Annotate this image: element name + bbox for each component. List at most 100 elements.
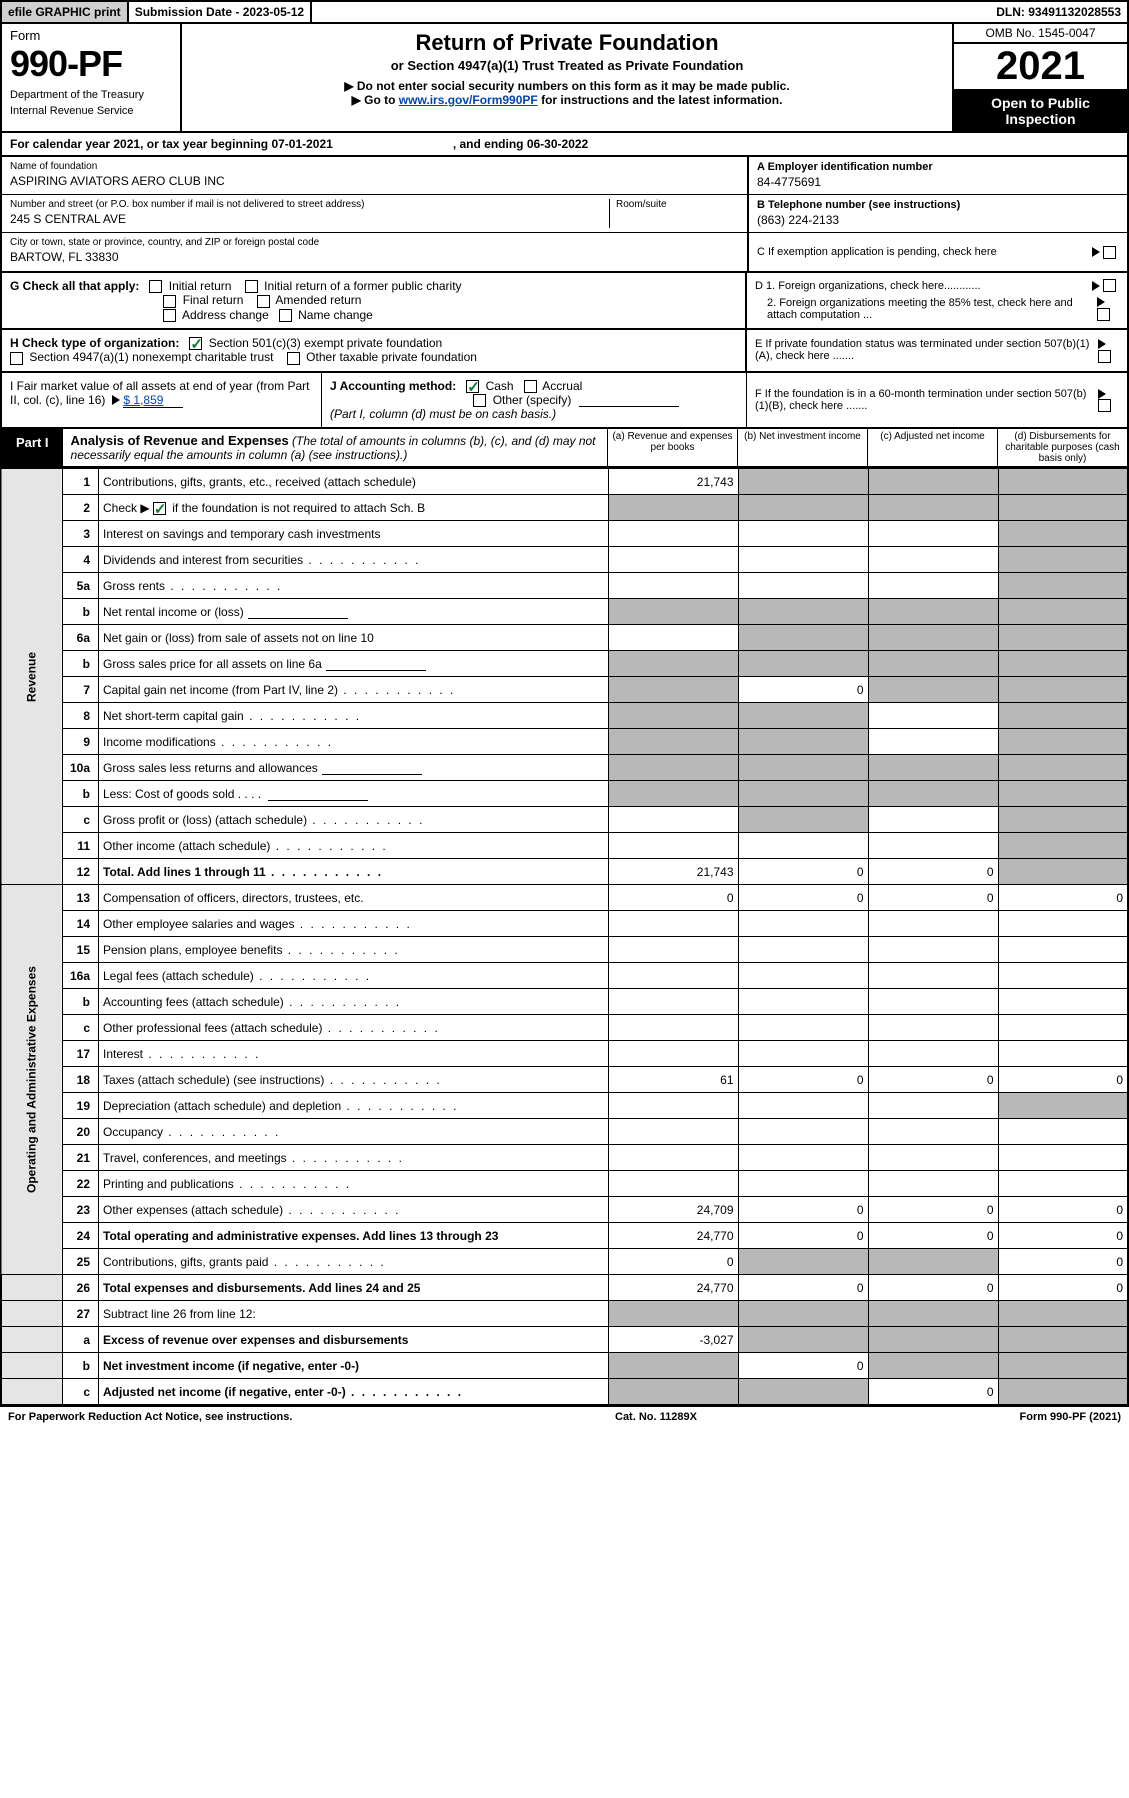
footer-left: For Paperwork Reduction Act Notice, see … [8, 1411, 292, 1423]
table-row: 11Other income (attach schedule) [1, 833, 1128, 859]
r12-b: 0 [738, 859, 868, 885]
part1-title: Analysis of Revenue and Expenses (The to… [63, 429, 607, 466]
arrow-icon [1098, 389, 1106, 399]
table-row: Operating and Administrative Expenses 13… [1, 885, 1128, 911]
form-subtitle: or Section 4947(a)(1) Trust Treated as P… [188, 58, 946, 73]
table-row: 22Printing and publications [1, 1171, 1128, 1197]
section-i-j-f: I Fair market value of all assets at end… [0, 373, 1129, 430]
checkbox-e[interactable] [1098, 350, 1111, 363]
h-label: H Check type of organization: [10, 336, 179, 350]
arrow-icon [1092, 281, 1100, 291]
checkbox-sch-b[interactable] [153, 502, 166, 515]
table-row: 3Interest on savings and temporary cash … [1, 521, 1128, 547]
table-row: 5aGross rents [1, 573, 1128, 599]
open-public-badge: Open to Public Inspection [954, 91, 1127, 131]
table-row: cAdjusted net income (if negative, enter… [1, 1379, 1128, 1405]
g-label: G Check all that apply: [10, 279, 139, 293]
table-row: 25Contributions, gifts, grants paid00 [1, 1249, 1128, 1275]
address-cell: Number and street (or P.O. box number if… [2, 195, 747, 233]
checkbox-d1[interactable] [1103, 279, 1116, 292]
col-a-head: (a) Revenue and expenses per books [607, 429, 737, 466]
table-row: 17Interest [1, 1041, 1128, 1067]
city-state-zip: BARTOW, FL 33830 [10, 250, 739, 264]
r12-c: 0 [868, 859, 998, 885]
col-c-head: (c) Adjusted net income [867, 429, 997, 466]
revenue-side-label: Revenue [1, 469, 63, 885]
table-row: 26Total expenses and disbursements. Add … [1, 1275, 1128, 1301]
checkbox-initial-former[interactable] [245, 280, 258, 293]
form-word: Form [10, 28, 172, 43]
table-row: 8Net short-term capital gain [1, 703, 1128, 729]
arrow-icon [1098, 339, 1106, 349]
table-row: bLess: Cost of goods sold . . . . [1, 781, 1128, 807]
d2-label: 2. Foreign organizations meeting the 85%… [755, 297, 1097, 321]
dln-label: DLN: 93491132028553 [990, 2, 1127, 22]
table-row: 9Income modifications [1, 729, 1128, 755]
arrow-icon [1092, 247, 1100, 257]
foundation-name-cell: Name of foundation ASPIRING AVIATORS AER… [2, 157, 747, 195]
omb-number: OMB No. 1545-0047 [954, 24, 1127, 44]
arrow-icon [1097, 297, 1105, 307]
table-row: 21Travel, conferences, and meetings [1, 1145, 1128, 1171]
d1-label: D 1. Foreign organizations, check here..… [755, 280, 981, 292]
table-row: 23Other expenses (attach schedule)24,709… [1, 1197, 1128, 1223]
checkbox-other-taxable[interactable] [287, 352, 300, 365]
e-label: E If private foundation status was termi… [755, 338, 1098, 362]
checkbox-501c3[interactable] [189, 337, 202, 350]
j-note: (Part I, column (d) must be on cash basi… [330, 407, 556, 421]
j-label: J Accounting method: [330, 379, 456, 393]
table-row: 7Capital gain net income (from Part IV, … [1, 677, 1128, 703]
checkbox-amended[interactable] [257, 295, 270, 308]
part1-header: Part I Analysis of Revenue and Expenses … [0, 429, 1129, 468]
checkbox-c[interactable] [1103, 246, 1116, 259]
efile-label: efile GRAPHIC print [2, 2, 129, 22]
table-row: bNet investment income (if negative, ent… [1, 1353, 1128, 1379]
checkbox-cash[interactable] [466, 380, 479, 393]
section-g-d: G Check all that apply: Initial return I… [0, 273, 1129, 330]
city-cell: City or town, state or province, country… [2, 233, 747, 271]
table-row: cOther professional fees (attach schedul… [1, 1015, 1128, 1041]
checkbox-address-change[interactable] [163, 309, 176, 322]
checkbox-name-change[interactable] [279, 309, 292, 322]
form-number: 990-PF [10, 43, 172, 85]
street-address: 245 S CENTRAL AVE [10, 212, 609, 226]
checkbox-d2[interactable] [1097, 308, 1110, 321]
table-row: bNet rental income or (loss) [1, 599, 1128, 625]
checkbox-final-return[interactable] [163, 295, 176, 308]
col-b-head: (b) Net investment income [737, 429, 867, 466]
r1-a: 21,743 [608, 469, 738, 495]
table-row: 15Pension plans, employee benefits [1, 937, 1128, 963]
footer-right: Form 990-PF (2021) [1020, 1411, 1121, 1423]
f-label: F If the foundation is in a 60-month ter… [755, 388, 1098, 412]
phone-cell: B Telephone number (see instructions) (8… [749, 195, 1127, 233]
fmv-value[interactable]: $ 1,859 [123, 393, 183, 408]
top-bar: efile GRAPHIC print Submission Date - 20… [0, 0, 1129, 24]
submission-date: Submission Date - 2023-05-12 [129, 2, 312, 22]
part1-badge: Part I [2, 429, 63, 466]
checkbox-other-method[interactable] [473, 394, 486, 407]
footer-mid: Cat. No. 11289X [615, 1411, 697, 1423]
form-title: Return of Private Foundation [188, 30, 946, 56]
irs-link[interactable]: www.irs.gov/Form990PF [399, 93, 538, 107]
expenses-side-label: Operating and Administrative Expenses [1, 885, 63, 1275]
checkbox-initial-return[interactable] [149, 280, 162, 293]
checkbox-4947[interactable] [10, 352, 23, 365]
checkbox-accrual[interactable] [524, 380, 537, 393]
foundation-name: ASPIRING AVIATORS AERO CLUB INC [10, 174, 739, 188]
ein-value: 84-4775691 [757, 175, 1119, 189]
table-row: 20Occupancy [1, 1119, 1128, 1145]
col-d-head: (d) Disbursements for charitable purpose… [997, 429, 1127, 466]
other-specify-line [579, 393, 679, 407]
form-header: Form 990-PF Department of the Treasury I… [0, 24, 1129, 133]
checkbox-f[interactable] [1098, 399, 1111, 412]
part1-table: Revenue 1 Contributions, gifts, grants, … [0, 468, 1129, 1406]
table-row: 6aNet gain or (loss) from sale of assets… [1, 625, 1128, 651]
table-row: cGross profit or (loss) (attach schedule… [1, 807, 1128, 833]
table-row: Revenue 1 Contributions, gifts, grants, … [1, 469, 1128, 495]
arrow-icon [112, 395, 120, 405]
cal-end: , and ending 06-30-2022 [453, 137, 588, 151]
section-h-e: H Check type of organization: Section 50… [0, 330, 1129, 373]
table-row: 2 Check ▶ if the foundation is not requi… [1, 495, 1128, 521]
room-suite-label: Room/suite [616, 199, 739, 210]
tax-year: 2021 [954, 44, 1127, 91]
